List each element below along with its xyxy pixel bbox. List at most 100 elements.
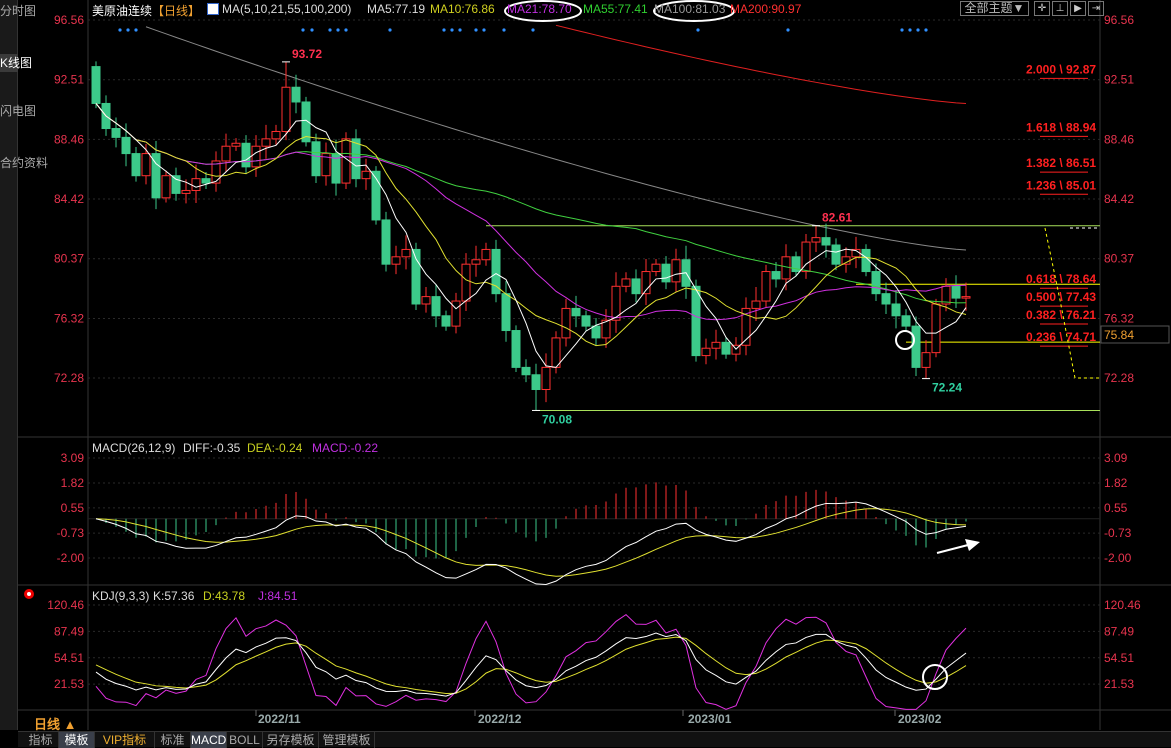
macd-diff: DIFF:-0.35 [183, 441, 241, 455]
candle [241, 142, 251, 168]
dea-line [95, 508, 967, 577]
left-axis-label: 120.46 [47, 598, 84, 612]
candle [631, 278, 641, 295]
diff-line [95, 501, 967, 586]
indicator-settings-icon[interactable] [24, 589, 34, 599]
candle [761, 271, 771, 302]
tab-indicators[interactable]: 指标 [23, 732, 59, 748]
candle [391, 256, 401, 265]
candle [411, 248, 421, 305]
candle [161, 175, 171, 199]
play-icon[interactable]: ▶ [1070, 1, 1086, 16]
candle [351, 138, 361, 180]
period-selector[interactable]: 日线 ▲ [34, 717, 77, 732]
signal-dot [531, 28, 535, 32]
highlight-ellipse [653, 0, 735, 22]
candle [121, 136, 131, 155]
kdj-k: K:57.36 [153, 589, 195, 603]
crosshair-icon[interactable]: ✛ [1034, 1, 1050, 16]
left-axis-label: 72.28 [54, 371, 84, 385]
candle [361, 170, 371, 180]
signal-dot [924, 28, 928, 32]
axis-icon[interactable]: ⊥ [1052, 1, 1068, 16]
tab-boll[interactable]: BOLL [227, 732, 263, 748]
signal-dot [344, 28, 348, 32]
current-price-label: 75.84 [1104, 328, 1134, 342]
theme-button[interactable]: 全部主题▼ [960, 1, 1029, 16]
high-label: 93.72 [292, 47, 322, 61]
candle [611, 285, 621, 321]
exit-icon[interactable]: ⇥ [1088, 1, 1104, 16]
ma200-value: MA200:90.97 [730, 2, 802, 16]
symbol-name: 美原油连续 [92, 4, 153, 18]
candle [511, 330, 521, 368]
candle [651, 263, 661, 273]
ma5-value: MA5:77.19 [367, 2, 426, 16]
candle [431, 296, 441, 317]
right-axis-label: 3.09 [1104, 451, 1128, 465]
indicator-chart-icon[interactable] [207, 3, 219, 15]
candle [471, 259, 481, 265]
left-axis-label: 87.49 [54, 624, 84, 638]
candle [641, 271, 651, 295]
candle [451, 300, 461, 327]
left-axis-label: -2.00 [57, 551, 85, 565]
tab-vip-indicators[interactable]: VIP指标 [95, 732, 155, 748]
candle [571, 307, 581, 317]
candle [181, 189, 191, 194]
candle [561, 307, 571, 339]
left-axis-label: -0.73 [57, 526, 85, 540]
macd-title: MACD(26,12,9) [92, 441, 176, 455]
candle [231, 142, 241, 147]
candle [711, 341, 721, 349]
tab-macd[interactable]: MACD [191, 732, 227, 748]
arrow-icon [965, 539, 980, 551]
right-axis-label: 120.46 [1104, 598, 1141, 612]
ma100-line [145, 26, 967, 251]
date-label: 2022/12 [478, 712, 522, 726]
ma100-value: MA100:81.03 [654, 2, 726, 16]
signal-dot [502, 28, 506, 32]
tab-save-template[interactable]: 另存模板 [263, 732, 319, 748]
signal-dot [336, 28, 340, 32]
candle [661, 263, 671, 283]
candle [461, 263, 471, 302]
signal-dot [908, 28, 912, 32]
right-axis-label: 76.32 [1104, 311, 1134, 325]
signal-dot [916, 28, 920, 32]
candle [901, 315, 911, 327]
signal-dot [126, 28, 130, 32]
projection-line [1044, 227, 1100, 379]
left-axis-label: 54.51 [54, 651, 84, 665]
candle [191, 178, 201, 191]
candle [931, 303, 941, 354]
low-label: 72.24 [932, 381, 962, 395]
tab-templates[interactable]: 模板 [59, 732, 95, 748]
highlight-ellipse [504, 0, 582, 22]
left-axis-label: 3.09 [61, 451, 85, 465]
candle [91, 66, 101, 104]
candle [751, 300, 761, 309]
candle [801, 241, 811, 273]
candle [601, 319, 611, 339]
ma21-value: MA21:78.70 [507, 2, 572, 16]
candle [151, 153, 161, 199]
candle [251, 145, 261, 168]
candle [321, 153, 331, 177]
macd-dea: DEA:-0.24 [247, 441, 303, 455]
tab-manage-templates[interactable]: 管理模板 [319, 732, 375, 748]
right-axis-label: 88.46 [1104, 132, 1134, 146]
left-axis-label: 76.32 [54, 311, 84, 325]
tab-standard[interactable]: 标准 [155, 732, 191, 748]
right-axis-label: 54.51 [1104, 651, 1134, 665]
candle [301, 101, 311, 143]
ma5-line [95, 103, 967, 368]
candle [541, 366, 551, 391]
signal-dot [900, 28, 904, 32]
candle [531, 374, 541, 391]
ma200-line [555, 24, 967, 104]
right-axis-label: 84.42 [1104, 192, 1134, 206]
left-axis-label: 1.82 [61, 476, 85, 490]
current-price-box [1100, 325, 1170, 344]
